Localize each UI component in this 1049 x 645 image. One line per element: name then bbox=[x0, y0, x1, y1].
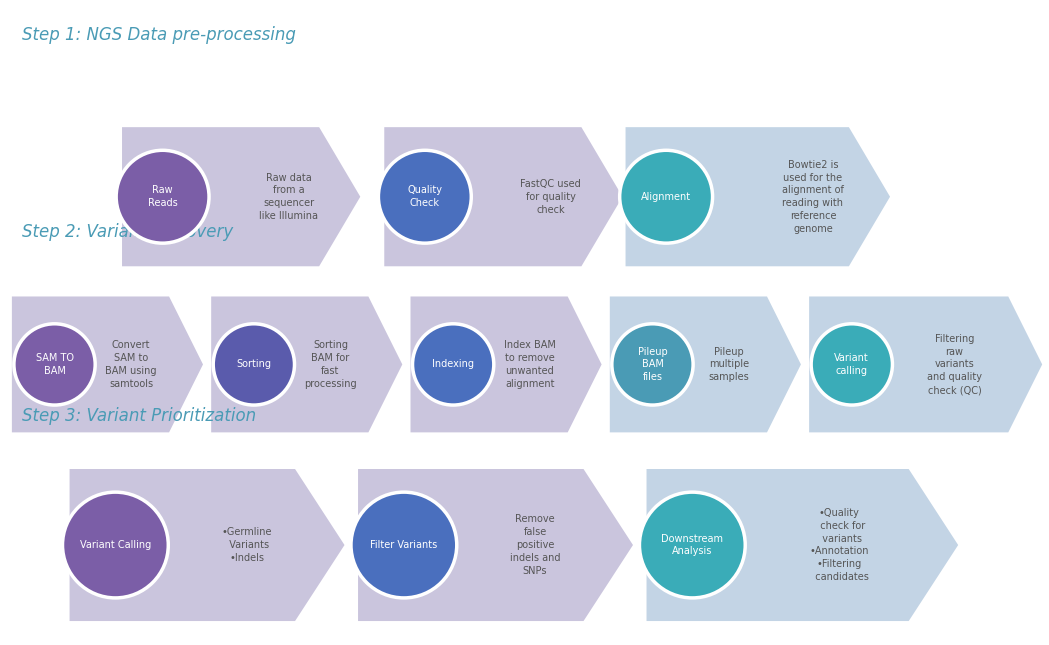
Text: Filtering
raw
variants
and quality
check (QC): Filtering raw variants and quality check… bbox=[927, 334, 982, 395]
Circle shape bbox=[116, 150, 209, 243]
Circle shape bbox=[620, 150, 712, 243]
Polygon shape bbox=[68, 468, 346, 622]
Text: Remove
false
positive
indels and
SNPs: Remove false positive indels and SNPs bbox=[510, 515, 560, 575]
Polygon shape bbox=[121, 126, 362, 268]
Polygon shape bbox=[357, 468, 635, 622]
Polygon shape bbox=[10, 295, 205, 433]
Text: Variant Calling: Variant Calling bbox=[80, 540, 151, 550]
Text: Quality
Check: Quality Check bbox=[407, 185, 443, 208]
Text: SAM TO
BAM: SAM TO BAM bbox=[36, 353, 73, 376]
Polygon shape bbox=[383, 126, 624, 268]
Text: •Quality
  check for
  variants
•Annotation
•Filtering
  candidates: •Quality check for variants •Annotation … bbox=[809, 508, 870, 582]
Text: Variant
calling: Variant calling bbox=[834, 353, 870, 376]
Text: Bowtie2 is
used for the
alignment of
reading with
reference
genome: Bowtie2 is used for the alignment of rea… bbox=[783, 160, 843, 233]
Polygon shape bbox=[808, 295, 1044, 433]
Text: Step 2: Variant Discovery: Step 2: Variant Discovery bbox=[22, 223, 233, 241]
Text: Sorting
BAM for
fast
processing: Sorting BAM for fast processing bbox=[304, 340, 357, 389]
Text: Step 1: NGS Data pre-processing: Step 1: NGS Data pre-processing bbox=[22, 26, 296, 45]
Circle shape bbox=[63, 492, 168, 598]
Text: FastQC used
for quality
check: FastQC used for quality check bbox=[520, 179, 581, 215]
Text: Pileup
multiple
samples: Pileup multiple samples bbox=[709, 346, 749, 382]
Circle shape bbox=[412, 324, 494, 405]
Text: Raw
Reads: Raw Reads bbox=[148, 185, 177, 208]
Text: Indexing: Indexing bbox=[432, 359, 474, 370]
Text: •Germline
  Variants
•Indels: •Germline Variants •Indels bbox=[221, 527, 272, 563]
Polygon shape bbox=[645, 468, 960, 622]
Polygon shape bbox=[210, 295, 404, 433]
Circle shape bbox=[213, 324, 295, 405]
Text: Alignment: Alignment bbox=[641, 192, 691, 202]
Text: Index BAM
to remove
unwanted
alignment: Index BAM to remove unwanted alignment bbox=[504, 340, 556, 389]
Circle shape bbox=[351, 492, 456, 598]
Circle shape bbox=[612, 324, 693, 405]
Text: Sorting: Sorting bbox=[236, 359, 272, 370]
Text: Downstream
Analysis: Downstream Analysis bbox=[661, 533, 724, 557]
Text: Convert
SAM to
BAM using
samtools: Convert SAM to BAM using samtools bbox=[105, 340, 157, 389]
Circle shape bbox=[379, 150, 471, 243]
Polygon shape bbox=[624, 126, 892, 268]
Circle shape bbox=[14, 324, 95, 405]
Text: Filter Variants: Filter Variants bbox=[370, 540, 437, 550]
Circle shape bbox=[811, 324, 893, 405]
Polygon shape bbox=[409, 295, 603, 433]
Text: Pileup
BAM
files: Pileup BAM files bbox=[638, 346, 667, 382]
Polygon shape bbox=[608, 295, 802, 433]
Text: Raw data
from a
sequencer
like Illumina: Raw data from a sequencer like Illumina bbox=[259, 172, 318, 221]
Text: Step 3: Variant Prioritization: Step 3: Variant Prioritization bbox=[22, 407, 256, 425]
Circle shape bbox=[640, 492, 745, 598]
